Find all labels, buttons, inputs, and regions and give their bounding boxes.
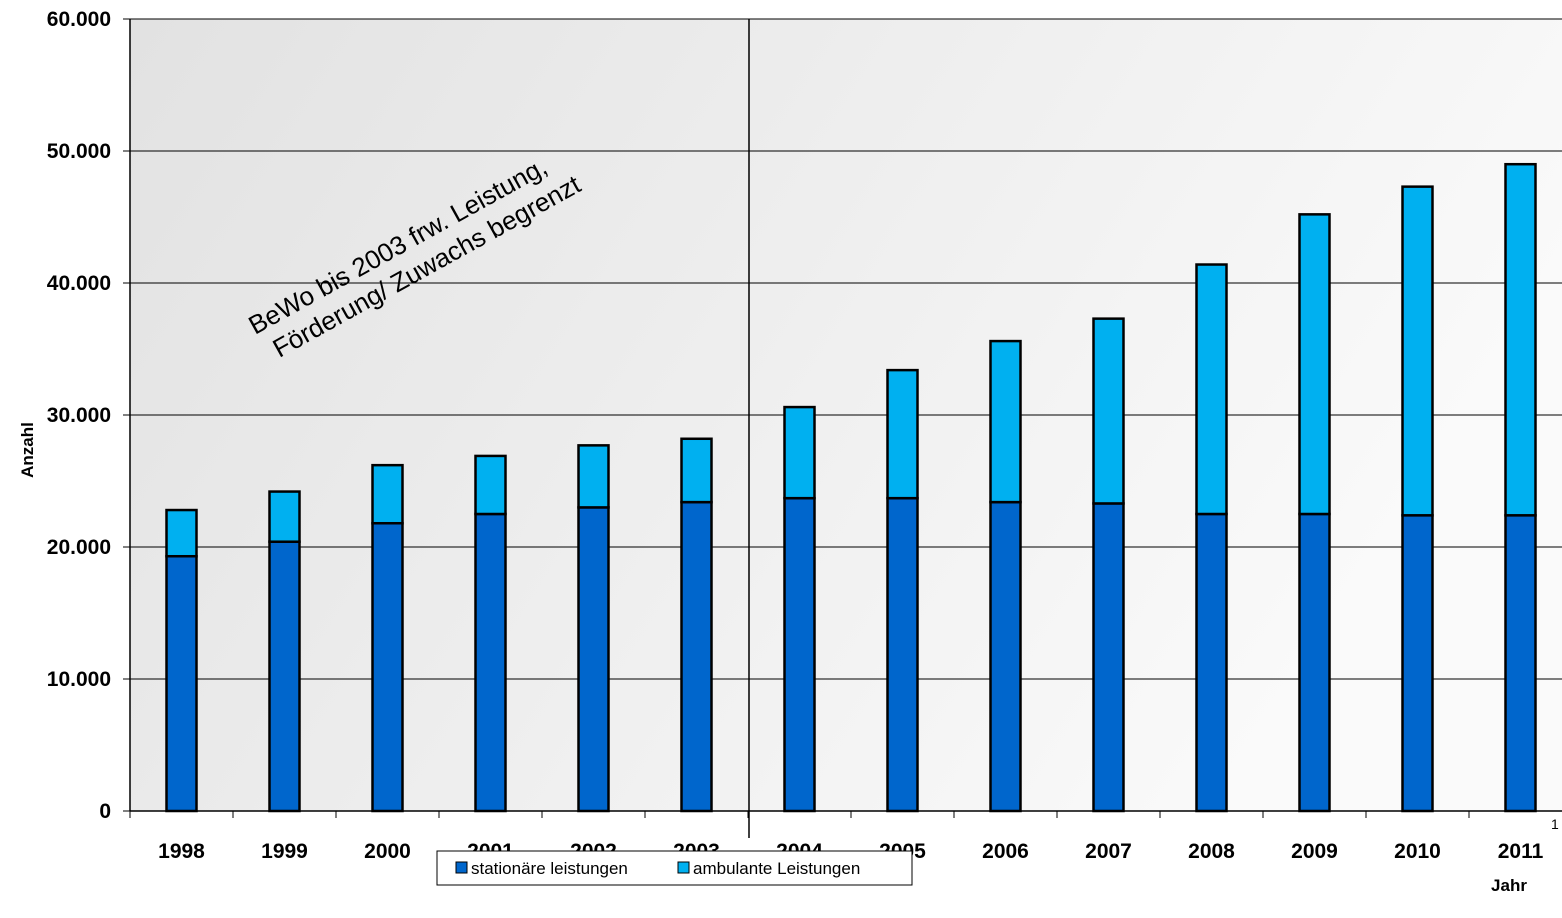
bar-segment-stationaer <box>1504 514 1537 813</box>
x-tick-label: 2000 <box>364 840 411 863</box>
legend-label-ambulant: ambulante Leistungen <box>693 859 860 878</box>
bar-segment-stationaer <box>1298 512 1331 813</box>
bar-segment-stationaer <box>783 496 816 813</box>
legend-swatch-stationaer <box>455 861 468 874</box>
x-axis-title: Jahr <box>1491 876 1527 895</box>
x-tick-label: 2008 <box>1188 840 1235 863</box>
bar-segment-stationaer <box>680 500 713 813</box>
y-tick-label: 50.000 <box>47 140 111 163</box>
bar-segment-ambulant <box>1401 185 1434 517</box>
bars <box>165 162 1537 813</box>
bar-segment-ambulant <box>577 444 610 509</box>
y-tick-label: 0 <box>99 800 111 823</box>
x-tick-label: 2009 <box>1291 840 1338 863</box>
legend: stationäre leistungen ambulante Leistung… <box>436 850 913 886</box>
y-tick-label: 60.000 <box>47 8 111 31</box>
x-tick-label: 1998 <box>158 840 205 863</box>
bar-segment-stationaer <box>886 496 919 813</box>
bar-segment-stationaer <box>474 512 507 813</box>
y-tick-labels: 0 10.000 20.000 30.000 40.000 50.000 60.000 <box>47 8 111 823</box>
bar-segment-ambulant <box>1298 213 1331 516</box>
y-tick-label: 30.000 <box>47 404 111 427</box>
legend-swatch-ambulant <box>677 861 690 874</box>
legend-box <box>436 850 913 886</box>
bar-segment-ambulant <box>268 490 301 543</box>
bar-segment-ambulant <box>1092 317 1125 505</box>
bar-segment-ambulant <box>680 437 713 504</box>
bar-segment-ambulant <box>474 454 507 516</box>
x-tick-label: 2006 <box>982 840 1029 863</box>
bar-segment-ambulant <box>886 368 919 500</box>
y-tick-label: 20.000 <box>47 536 111 559</box>
x-tick-label: 1999 <box>261 840 308 863</box>
x-tick-label: 2010 <box>1394 840 1441 863</box>
bar-segment-stationaer <box>165 554 198 813</box>
x-tick-label: 2007 <box>1085 840 1132 863</box>
y-axis-title: Anzahl <box>18 422 37 478</box>
bar-segment-ambulant <box>783 405 816 500</box>
corner-mark: 1 <box>1551 816 1559 832</box>
axes <box>129 19 1562 838</box>
bar-segment-ambulant <box>165 508 198 558</box>
bar-segment-ambulant <box>989 339 1022 504</box>
legend-label-stationaer: stationäre leistungen <box>471 859 628 878</box>
bar-segment-stationaer <box>1401 514 1434 813</box>
bar-segment-ambulant <box>1195 263 1228 516</box>
bar-segment-stationaer <box>1092 502 1125 813</box>
x-tick-label: 2011 <box>1498 840 1544 863</box>
bar-segment-ambulant <box>371 463 404 525</box>
bar-segment-stationaer <box>371 521 404 813</box>
bar-segment-stationaer <box>268 540 301 813</box>
bar-segment-stationaer <box>577 506 610 813</box>
bar-segment-stationaer <box>989 500 1022 813</box>
bar-segment-stationaer <box>1195 512 1228 813</box>
bar-segment-ambulant <box>1504 162 1537 517</box>
y-tick-label: 10.000 <box>47 668 111 691</box>
y-tick-label: 40.000 <box>47 272 111 295</box>
